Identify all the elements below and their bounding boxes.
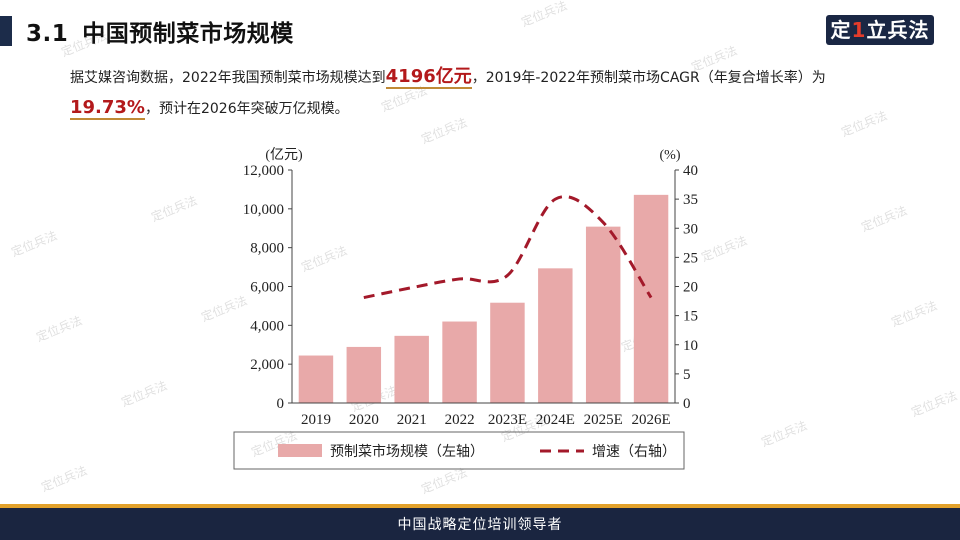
x-tick-label: 2024E — [536, 412, 575, 428]
bar-2019 — [298, 355, 334, 403]
bar-2022 — [442, 321, 477, 403]
legend-line-label: 增速（右轴） — [592, 444, 676, 460]
watermark-text: 定位兵法 — [39, 463, 90, 495]
x-tick-label: 2023E — [488, 412, 527, 428]
highlight-cagr: 19.73% — [70, 97, 145, 120]
x-tick-label: 2019 — [301, 412, 331, 428]
watermark-text: 定位兵法 — [119, 378, 170, 410]
logo-text-2: 立兵法 — [866, 18, 930, 42]
watermark-text: 定位兵法 — [149, 193, 200, 225]
section-number: 3.1 — [26, 21, 69, 47]
left-tick-label: 2,000 — [250, 357, 284, 373]
desc-part-2: ，2019年-2022年预制菜市场CAGR（年复合增长率）为 — [471, 70, 826, 86]
left-tick-label: 8,000 — [250, 241, 284, 257]
logo-text-1: 定 — [830, 18, 852, 42]
legend-bar-label: 预制菜市场规模（左轴） — [330, 443, 484, 460]
footer-bar: 中国战略定位培训领导者 — [0, 504, 960, 540]
desc-part-1: 据艾媒咨询数据，2022年我国预制菜市场规模达到 — [70, 70, 386, 86]
highlight-market-size: 4196亿元 — [385, 66, 472, 89]
x-tick-label: 2026E — [631, 412, 670, 428]
bar-2021 — [394, 335, 429, 403]
logo-text-accent: 1 — [851, 18, 867, 42]
section-title: 中国预制菜市场规模 — [82, 21, 294, 47]
growth-rate-line — [363, 195, 653, 300]
right-tick-label: 20 — [683, 280, 698, 296]
left-tick-label: 4,000 — [250, 318, 284, 334]
left-tick-label: 12,000 — [243, 163, 284, 179]
brand-logo: 定1立兵法 — [826, 15, 934, 45]
slide-title: 3.1 中国预制菜市场规模 — [26, 14, 294, 48]
bar-2024E — [538, 268, 573, 403]
right-tick-label: 5 — [683, 367, 691, 383]
watermark-text: 定位兵法 — [759, 418, 810, 450]
bar-2020 — [346, 346, 382, 403]
right-tick-label: 10 — [683, 338, 698, 354]
bar-2023E — [490, 302, 525, 403]
right-tick-label: 15 — [683, 309, 698, 325]
desc-part-3: ，预计在2026年突破万亿规模。 — [144, 101, 349, 117]
right-tick-label: 40 — [683, 163, 698, 179]
legend-box — [233, 431, 685, 470]
watermark-text: 定位兵法 — [859, 203, 910, 235]
left-tick-label: 10,000 — [243, 202, 284, 218]
bar-2026E — [633, 194, 669, 403]
left-tick-label: 0 — [277, 396, 285, 412]
right-tick-label: 30 — [683, 221, 698, 237]
x-tick-label: 2020 — [349, 412, 379, 428]
footer-accent-stripe — [0, 504, 960, 508]
x-tick-label: 2022 — [445, 412, 475, 428]
right-tick-label: 25 — [683, 250, 698, 266]
market-size-chart: 0 2,000 4,000 6,000 8,000 10,000 12,000 0 5 10 15 2… — [233, 147, 698, 470]
watermark-text: 定位兵法 — [9, 228, 60, 260]
watermark-text: 定位兵法 — [34, 313, 85, 345]
left-tick-label: 6,000 — [250, 280, 284, 296]
right-tick-label: 0 — [683, 396, 691, 412]
right-tick-label: 35 — [683, 192, 698, 208]
watermark-text: 定位兵法 — [909, 388, 960, 420]
x-tick-label: 2025E — [584, 412, 623, 428]
slide-header: 3.1 中国预制菜市场规模 定1立兵法 — [0, 0, 960, 62]
bar-2025E — [585, 226, 621, 403]
footer-text: 中国战略定位培训领导者 — [397, 517, 563, 533]
x-tick-label: 2021 — [397, 412, 427, 428]
watermark-text: 定位兵法 — [889, 298, 940, 330]
left-axis-unit: (亿元) — [265, 147, 303, 163]
right-axis-unit: (%) — [660, 148, 681, 163]
legend-bar-swatch — [278, 444, 322, 457]
description-paragraph: 据艾媒咨询数据，2022年我国预制菜市场规模达到4196亿元，2019年-202… — [70, 62, 910, 124]
header-accent-bar — [0, 16, 12, 46]
